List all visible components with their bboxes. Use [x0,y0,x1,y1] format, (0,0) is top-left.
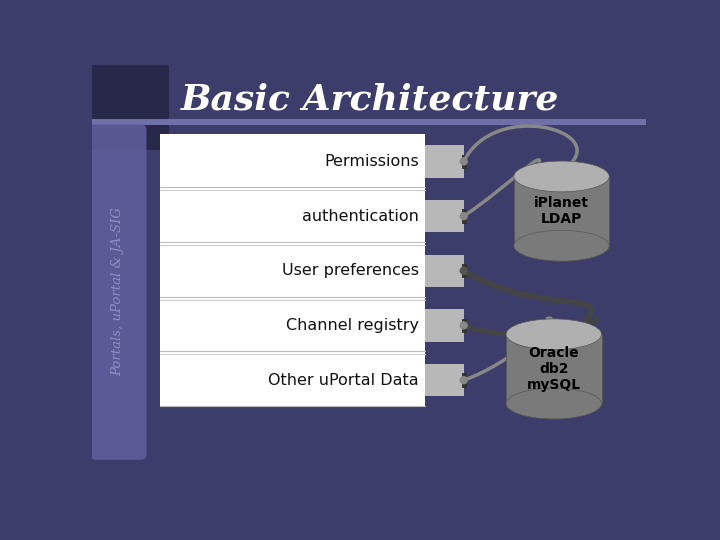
Ellipse shape [514,231,609,261]
Text: Basic Architecture: Basic Architecture [180,83,559,117]
Ellipse shape [514,161,609,192]
Bar [426,145,464,178]
Text: Permissions: Permissions [324,154,419,169]
Bar [514,177,609,246]
Bar [426,254,464,287]
Text: Oracle
db2
mySQL: Oracle db2 mySQL [527,346,581,392]
Text: iPlanet
LDAP: iPlanet LDAP [534,196,589,226]
Circle shape [460,377,467,383]
Ellipse shape [506,319,601,350]
Circle shape [460,158,467,165]
Bar [160,134,426,408]
Bar [426,309,464,342]
FancyBboxPatch shape [89,124,146,460]
Bar [92,119,647,125]
Bar [92,65,168,150]
Text: authentication: authentication [302,208,419,224]
Ellipse shape [506,388,601,419]
Text: Channel registry: Channel registry [286,318,419,333]
Text: Portals, uPortal & JA-SIG: Portals, uPortal & JA-SIG [112,207,125,376]
Circle shape [460,322,467,329]
Bar [506,334,601,403]
Circle shape [460,213,467,220]
Text: User preferences: User preferences [282,264,419,278]
Bar [426,364,464,396]
Circle shape [460,267,467,274]
Bar [426,200,464,232]
Text: Other uPortal Data: Other uPortal Data [269,373,419,388]
